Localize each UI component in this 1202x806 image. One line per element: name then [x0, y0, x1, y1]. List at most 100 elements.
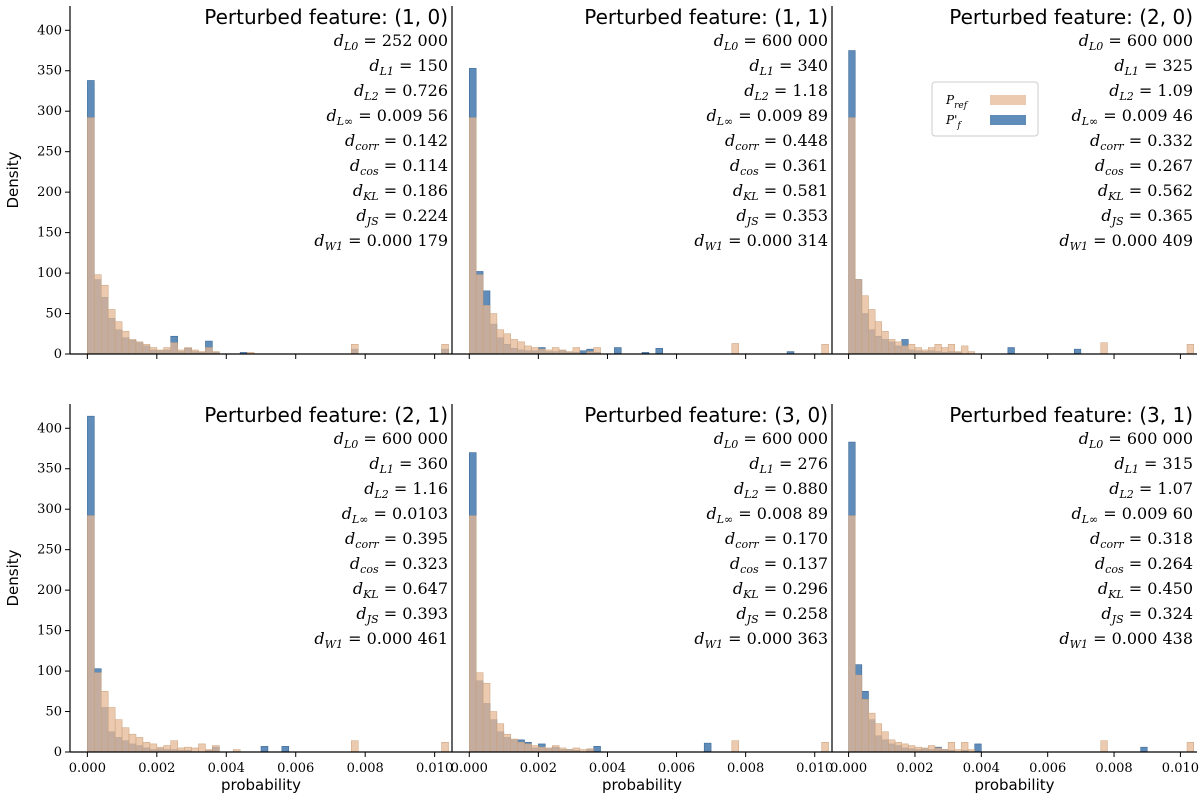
ref-bar-10 — [914, 347, 922, 355]
ref-bar-14 — [184, 746, 192, 753]
pert-bar-17 — [974, 743, 982, 753]
panel-title: Perturbed feature: (1, 1) — [584, 5, 828, 29]
legend-swatch-1 — [990, 115, 1026, 125]
metric-l1: dL1 = 360 — [369, 454, 448, 476]
y-tick-label-0: 0 — [54, 347, 62, 362]
metric-cos: dcos = 0.114 — [350, 156, 448, 178]
metric-js: dJS = 0.324 — [1101, 604, 1193, 626]
metric-js: dJS = 0.224 — [356, 206, 448, 228]
ref-bar-15 — [191, 747, 199, 753]
x-tick-label-5: 0.010 — [416, 761, 453, 776]
metric-l1: dL1 = 325 — [1114, 56, 1193, 78]
ref-bar-6 — [128, 733, 137, 753]
metric-l0: dL0 = 600 000 — [1079, 31, 1193, 53]
y-tick-label-6: 300 — [37, 104, 62, 119]
x-tick-label-0: 0.000 — [830, 761, 867, 776]
y-tick-label-1: 50 — [45, 307, 62, 322]
ref-bar-2 — [861, 295, 869, 355]
metric-js: dJS = 0.258 — [736, 604, 828, 626]
ref-bar-6 — [510, 339, 518, 355]
y-tick-label-0: 0 — [54, 745, 62, 760]
ref-bar-4 — [496, 723, 505, 753]
ref-bar-19 — [1100, 342, 1108, 355]
ref-bar-5 — [881, 331, 889, 355]
y-tick-label-1: 50 — [45, 705, 62, 720]
ref-bar-20 — [351, 740, 359, 753]
ref-bar-2 — [101, 284, 109, 355]
y-tick-label-5: 250 — [37, 543, 62, 558]
ref-bar-2 — [482, 305, 491, 355]
ref-bar-12 — [927, 347, 936, 355]
metric-kl: dKL = 0.296 — [733, 579, 828, 601]
ref-bar-1 — [475, 274, 484, 355]
legend-label-0: Pref — [945, 93, 969, 111]
ref-bar-18 — [731, 343, 739, 355]
metric-kl: dKL = 0.647 — [353, 579, 448, 601]
ref-bar-16 — [198, 743, 206, 753]
ref-bar-9 — [531, 745, 539, 753]
x-axis-title: probability — [602, 776, 682, 794]
ref-bar-8 — [901, 743, 909, 753]
pert-bar-17 — [593, 746, 601, 753]
ref-bar-6 — [128, 339, 137, 355]
ref-bar-0 — [87, 515, 95, 753]
legend-frame — [931, 81, 1039, 137]
x-tick-label-0: 0.000 — [69, 761, 106, 776]
ref-bar-2 — [101, 691, 109, 753]
ref-bar-4 — [114, 321, 123, 355]
ref-bar-2 — [482, 682, 491, 753]
ref-bar-4 — [496, 329, 505, 355]
metric-l0: dL0 = 600 000 — [334, 429, 448, 451]
metric-l2: dL2 = 1.07 — [1109, 479, 1193, 501]
ref-bar-15 — [947, 344, 956, 355]
ref-bar-7 — [517, 341, 525, 355]
metric-l0: dL0 = 600 000 — [1079, 429, 1193, 451]
metric-cos: dcos = 0.137 — [730, 554, 828, 576]
ref-bar-6 — [888, 339, 896, 355]
panel-3: Perturbed feature: (2, 0)dL0 = 600 000 dL… — [831, 5, 1197, 359]
ref-bar-13 — [177, 747, 185, 753]
x-tick-label-5: 0.010 — [796, 761, 833, 776]
metric-kl: dKL = 0.450 — [1098, 579, 1193, 601]
ref-bar-11 — [545, 747, 553, 753]
y-tick-label-3: 150 — [37, 624, 62, 639]
metric-l∞: dL∞ = 0.0103 — [342, 504, 448, 526]
panel-title: Perturbed feature: (3, 0) — [584, 403, 828, 427]
x-axis-title: probability — [221, 776, 301, 794]
metric-l∞: dL∞ = 0.009 56 — [326, 106, 448, 128]
y-tick-label-2: 100 — [37, 266, 62, 281]
ref-bar-10 — [538, 348, 546, 355]
panel-4: 0.000 0.002 0.004 0.006 0.008 0.010 0 50 100 150 2… — [4, 403, 453, 794]
metric-l1: dL1 = 150 — [369, 56, 448, 78]
y-tick-label-8: 400 — [37, 421, 62, 436]
metric-l2: dL2 = 0.880 — [734, 479, 828, 501]
ref-bar-13 — [934, 747, 942, 753]
y-tick-label-4: 200 — [37, 185, 62, 200]
ref-bar-1 — [854, 279, 863, 355]
x-tick-label-2: 0.004 — [589, 761, 626, 776]
ref-bar-1 — [94, 672, 102, 753]
ref-bar-9 — [149, 743, 158, 753]
legend: Pref P'f — [931, 81, 1039, 137]
ref-bar-17 — [205, 347, 213, 355]
metric-corr: dcorr = 0.170 — [725, 529, 828, 551]
ref-bar-4 — [874, 723, 883, 753]
metric-cos: dcos = 0.361 — [730, 156, 828, 178]
ref-bar-4 — [874, 321, 883, 355]
metric-w1: dW1 = 0.000 363 — [694, 629, 828, 651]
ref-bar-8 — [142, 742, 151, 753]
ref-bar-14 — [184, 347, 192, 355]
ref-bar-9 — [531, 347, 539, 355]
ref-bar-5 — [503, 733, 511, 753]
ref-bar-20 — [1186, 742, 1194, 753]
ref-bar-3 — [868, 712, 876, 753]
panel-title: Perturbed feature: (3, 1) — [949, 403, 1193, 427]
metric-corr: dcorr = 0.395 — [345, 529, 448, 551]
pert-bar-18 — [1140, 746, 1148, 753]
ref-bar-15 — [947, 742, 956, 753]
metric-corr: dcorr = 0.142 — [345, 131, 448, 153]
y-tick-label-7: 350 — [37, 64, 62, 79]
y-tick-label-4: 200 — [37, 583, 62, 598]
ref-bar-11 — [921, 349, 929, 355]
